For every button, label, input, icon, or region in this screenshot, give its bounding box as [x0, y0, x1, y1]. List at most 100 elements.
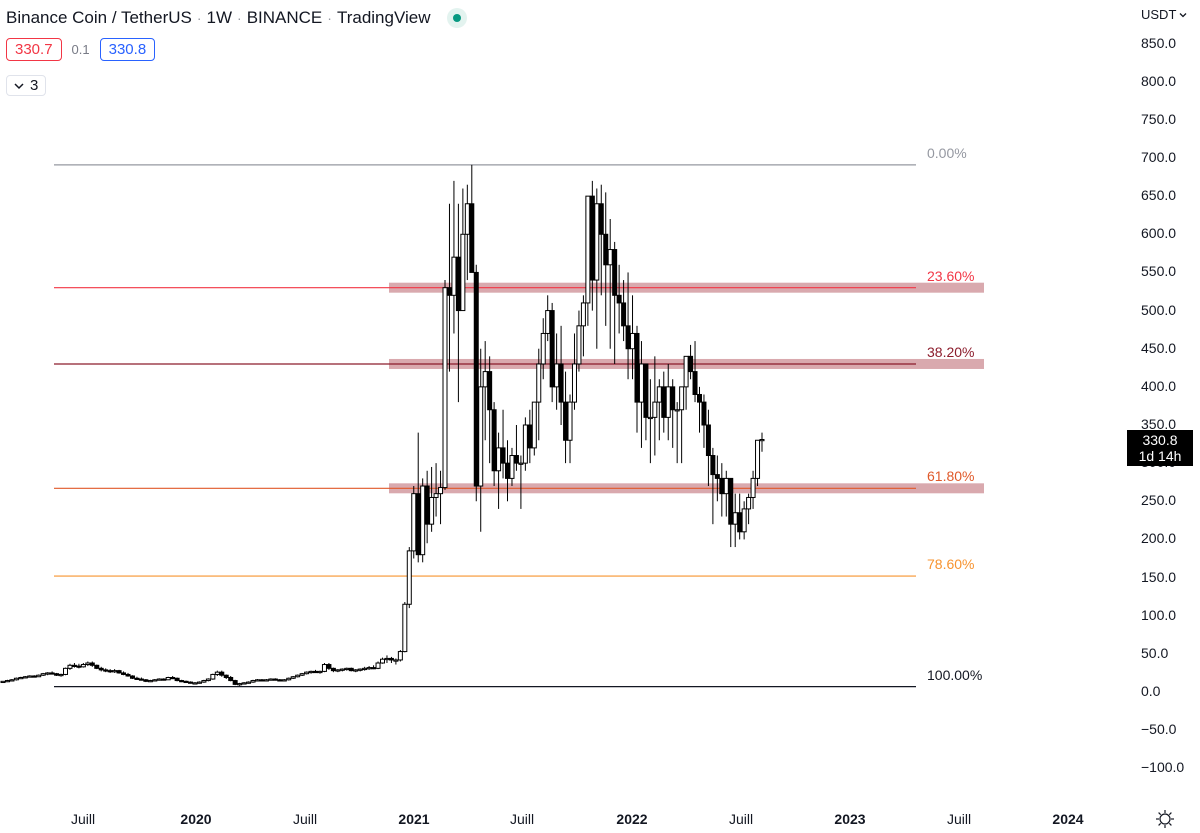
time-tick: 2022 [616, 811, 648, 827]
candle [13, 677, 19, 681]
candle [446, 203, 452, 372]
chevron-down-icon [1179, 12, 1187, 17]
candle [31, 675, 37, 678]
candle [357, 668, 363, 672]
candle [330, 667, 336, 673]
candle [500, 409, 506, 479]
fib-level-label: 38.20% [927, 343, 975, 360]
candle [661, 371, 667, 433]
candle [518, 455, 524, 509]
price-tick: 50.0 [1141, 644, 1169, 661]
candle [487, 356, 493, 464]
candle [98, 666, 104, 672]
candle [567, 394, 573, 464]
candle [375, 661, 381, 670]
candle [616, 264, 622, 334]
candle [232, 679, 238, 686]
gear-icon[interactable] [1155, 809, 1175, 829]
candle [750, 470, 756, 509]
candle [531, 401, 537, 456]
candle [174, 677, 180, 682]
indicators-toggle-button[interactable]: 3 [6, 75, 47, 96]
candle [286, 677, 292, 681]
candle [362, 666, 368, 671]
currency-label: USDT [1141, 7, 1177, 22]
candle [621, 280, 627, 342]
candle [732, 493, 738, 548]
candle [388, 656, 394, 664]
candle [0, 680, 6, 684]
price-tick: 400.0 [1141, 377, 1177, 394]
candle [585, 195, 591, 326]
candle [259, 679, 265, 682]
bar-countdown: 1d 14h [1138, 448, 1182, 464]
candle [478, 348, 484, 532]
candle [688, 344, 694, 380]
interval[interactable]: 1W [206, 8, 233, 27]
candle [254, 679, 260, 682]
candle [156, 678, 162, 681]
candle [246, 681, 252, 684]
candle [223, 674, 229, 680]
candle [522, 417, 528, 471]
candle [54, 672, 60, 676]
candle [335, 669, 341, 673]
candle [152, 679, 158, 682]
currency-selector[interactable]: USDT [1141, 7, 1187, 22]
candle [313, 669, 319, 674]
separator: · [327, 10, 332, 26]
price-tick: 850.0 [1141, 34, 1177, 51]
time-tick: Juill [70, 811, 96, 827]
quote-row: 330.7 0.1 330.8 [6, 38, 156, 61]
candle [464, 184, 470, 281]
candle [107, 669, 113, 673]
time-tick: 2023 [834, 811, 866, 827]
candle [759, 432, 765, 452]
price-tick: 0.0 [1141, 683, 1161, 699]
candle [317, 670, 323, 674]
candle [366, 666, 372, 670]
candle [634, 325, 640, 433]
candle [473, 264, 479, 502]
candle [183, 680, 189, 684]
candle [201, 679, 207, 683]
candle [513, 425, 519, 471]
candle [380, 657, 385, 664]
price-tick: 650.0 [1141, 187, 1177, 204]
price-tick: 100.0 [1141, 606, 1177, 623]
price-tick: 600.0 [1141, 225, 1177, 242]
candle [22, 675, 28, 679]
candle [326, 663, 332, 670]
candle [509, 447, 515, 487]
price-chart[interactable] [0, 0, 1120, 800]
candle [125, 672, 131, 677]
candle [192, 682, 198, 685]
candle [411, 486, 417, 559]
candle [670, 379, 676, 448]
candle [491, 402, 497, 487]
candle [241, 682, 247, 685]
candle [424, 470, 430, 544]
time-tick: Juill [292, 811, 318, 827]
time-tick: Juill [728, 811, 754, 827]
indicator-count: 3 [30, 77, 39, 94]
price-tick: 550.0 [1141, 263, 1177, 280]
symbol-legend[interactable]: Binance Coin / TetherUS · 1W · BINANCE ·… [6, 8, 467, 28]
data-source: TradingView [336, 8, 431, 27]
candle [536, 348, 542, 441]
fib-level-label: 0.00% [927, 144, 967, 161]
candle [433, 463, 439, 517]
candle [344, 667, 350, 671]
candle [393, 658, 399, 665]
time-tick: Juill [946, 811, 972, 827]
candle [196, 681, 202, 684]
candle [554, 333, 560, 410]
candle [598, 184, 604, 296]
candle [268, 678, 274, 681]
sell-price-button[interactable]: 330.7 [6, 38, 62, 61]
buy-price-button[interactable]: 330.8 [99, 38, 156, 61]
candle [4, 679, 10, 683]
candle [612, 241, 618, 364]
fib-level-label: 100.00% [927, 666, 983, 683]
candle [170, 675, 176, 680]
